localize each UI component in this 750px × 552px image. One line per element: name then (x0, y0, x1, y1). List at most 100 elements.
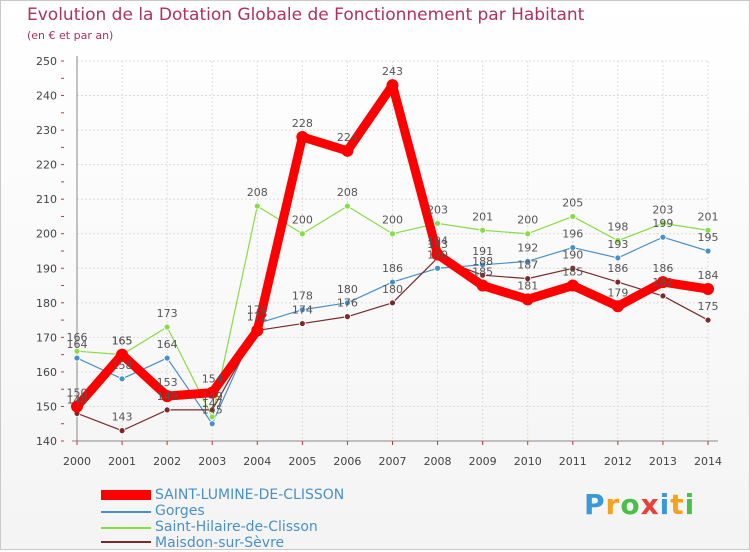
legend-label-maisdon: Maisdon-sur-Sèvre (155, 535, 285, 551)
series-point-0 (386, 79, 399, 92)
data-label: 166 (67, 331, 88, 344)
series-point-1 (479, 261, 487, 269)
series-point-0 (251, 324, 264, 337)
data-label: 190 (427, 248, 448, 261)
data-label: 174 (292, 304, 313, 317)
legend-swatch-saint-hilaire (101, 527, 151, 529)
y-tick-label: 200 (36, 228, 57, 241)
data-labels: 150 165 153 154 172 228 224 243 194 185 181 185 179 1… (67, 65, 719, 423)
data-label: 190 (562, 248, 583, 261)
series-point-0 (611, 300, 624, 313)
series-point-1 (569, 244, 577, 251)
data-label: 205 (562, 196, 583, 209)
series-point-2 (434, 219, 441, 227)
y-tick-label: 170 (36, 331, 57, 344)
data-label: 164 (67, 338, 88, 351)
y-tick-label: 210 (36, 193, 57, 206)
series-point-2 (298, 230, 306, 238)
x-tick-label: 2013 (649, 455, 677, 468)
data-label: 178 (292, 290, 313, 303)
series-point-0 (161, 390, 174, 403)
chart-subtitle: (en € et par an) (27, 29, 114, 42)
axes: 140 150 160 170 180 190 200 210 220 230 240 250 2000… (36, 55, 722, 468)
x-tick-label: 2007 (379, 455, 407, 468)
data-label: 187 (517, 259, 538, 272)
series-point-1 (344, 299, 351, 307)
series-point-0 (341, 144, 354, 157)
data-label: 145 (202, 404, 223, 417)
series-point-2 (344, 202, 351, 210)
y-tick-label: 240 (36, 90, 57, 103)
y-tick-label: 160 (36, 366, 57, 379)
data-label: 174 (247, 304, 268, 317)
data-label: 154 (202, 373, 223, 386)
data-label: 186 (607, 262, 628, 275)
series-point-3 (704, 316, 712, 324)
data-label: 147 (202, 397, 223, 410)
x-tick-label: 2014 (694, 455, 722, 468)
series-point-1 (163, 354, 171, 362)
data-label: 184 (698, 269, 719, 282)
data-label: 200 (292, 214, 313, 227)
data-label: 203 (427, 203, 448, 216)
series-point-2 (704, 226, 712, 234)
data-label: 185 (562, 266, 583, 279)
series-point-1 (73, 354, 81, 362)
data-label: 198 (607, 221, 628, 234)
series-point-3 (298, 320, 306, 327)
series-point-1 (614, 254, 622, 262)
data-label: 188 (472, 255, 493, 268)
data-label: 199 (652, 217, 673, 230)
data-label: 203 (652, 203, 673, 216)
series-point-0 (566, 279, 579, 292)
series-point-1 (659, 233, 667, 241)
series-point-2 (524, 230, 532, 238)
data-label: 143 (112, 411, 133, 424)
data-label: 228 (292, 117, 313, 130)
data-label: 208 (337, 186, 358, 199)
data-label: 186 (652, 262, 673, 275)
legend-label-saint-lumine: SAINT-LUMINE-DE-CLISSON (155, 487, 345, 503)
data-label: 172 (247, 310, 268, 323)
data-label: 208 (247, 186, 268, 199)
y-tick-label: 220 (36, 159, 57, 172)
series-point-0 (521, 293, 534, 306)
data-label: 176 (337, 297, 358, 310)
series-point-2 (614, 237, 622, 245)
y-tick-label: 230 (36, 124, 57, 137)
data-label: 196 (562, 228, 583, 241)
data-label: 185 (472, 266, 493, 279)
data-label: 149 (157, 390, 178, 403)
series-point-3 (118, 427, 126, 435)
brand-letter: o (620, 488, 641, 521)
series-point-1 (208, 420, 216, 428)
legend-swatch-maisdon (101, 541, 151, 543)
series-point-2 (73, 347, 81, 355)
series-point-3 (389, 299, 396, 307)
series-point-3 (163, 406, 171, 414)
series-point-1 (118, 375, 126, 383)
data-label: 182 (652, 276, 673, 289)
data-label: 224 (337, 131, 358, 144)
series-point-3 (479, 271, 487, 279)
data-label: 194 (427, 234, 448, 247)
chart-title: Evolution de la Dotation Globale de Fonc… (27, 5, 585, 25)
brand-letter: i (684, 488, 696, 521)
x-tick-label: 2005 (288, 455, 316, 468)
series-point-1 (389, 278, 396, 286)
data-label: 175 (698, 300, 719, 313)
series-point-2 (253, 202, 261, 210)
data-label: 201 (698, 210, 719, 223)
x-tick-label: 2006 (333, 455, 361, 468)
series-point-0 (296, 131, 309, 143)
series-point-3 (659, 292, 667, 300)
x-tick-label: 2000 (63, 455, 91, 468)
brand-letter: i (659, 488, 671, 521)
legend-label-saint-hilaire: Saint-Hilaire-de-Clisson (155, 519, 318, 535)
series-point-0 (476, 279, 489, 292)
brand-letter: r (605, 488, 621, 521)
series-point-2 (569, 213, 577, 220)
series-point-1 (434, 264, 441, 272)
